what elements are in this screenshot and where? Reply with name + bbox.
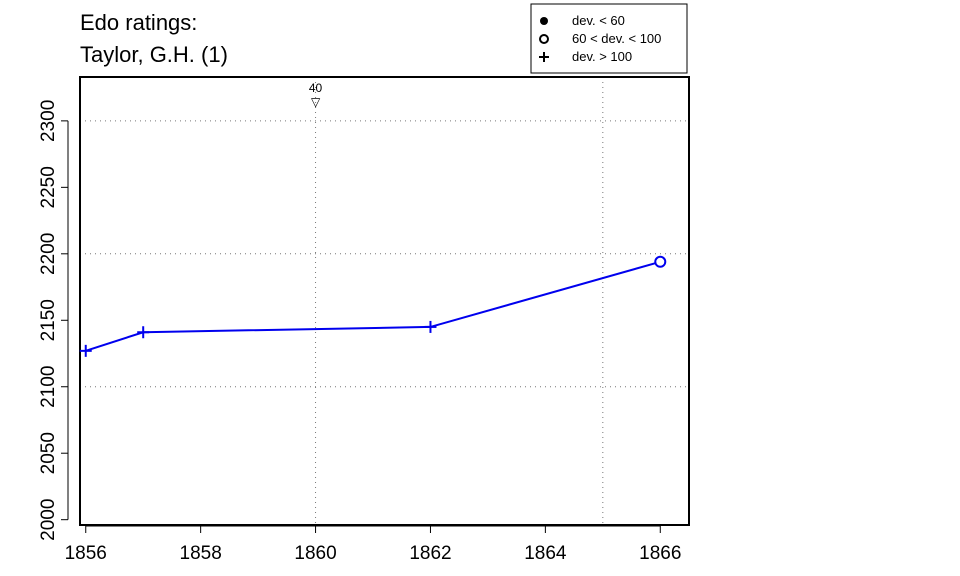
legend-box — [530, 3, 688, 74]
series — [79, 255, 667, 357]
x-tick-label: 1860 — [294, 543, 336, 564]
x-tick-label: 1866 — [639, 543, 681, 564]
data-point-plus — [79, 344, 92, 357]
plot-frame — [79, 76, 690, 526]
y-tick-label: 2100 — [38, 366, 59, 408]
grid — [80, 77, 689, 525]
legend-marker-plus — [539, 52, 549, 62]
data-point-plus — [424, 320, 437, 333]
y-tick-label: 2000 — [38, 499, 59, 541]
annotation-label: 40 — [309, 81, 323, 95]
x-tick-label: 1856 — [65, 543, 107, 564]
y-tick-label: 2250 — [38, 166, 59, 208]
y-tick-label: 2150 — [38, 299, 59, 341]
legend-marker-circle — [539, 34, 549, 44]
y-tick-label: 2050 — [38, 432, 59, 474]
x-tick-label: 1864 — [524, 543, 567, 564]
x-tick-label: 1858 — [180, 543, 222, 564]
data-point-plus — [137, 326, 150, 339]
y-tick-label: 2200 — [38, 233, 59, 275]
x-tick-label: 1862 — [409, 543, 451, 564]
data-point-circle — [654, 255, 667, 268]
y-tick-label: 2300 — [38, 100, 59, 142]
legend-label: dev. > 100 — [572, 49, 632, 64]
legend-label: 60 < dev. < 100 — [572, 31, 661, 46]
annotations: 40▽ — [309, 81, 323, 109]
legend: dev. < 60 60 < dev. < 100 dev. > 100 — [530, 3, 688, 74]
axes: 2000 2050 2100 2150 2200 2250 2300 1856 1858 1860… — [38, 100, 681, 564]
chart-title-line-1: Edo ratings: — [80, 10, 197, 35]
legend-marker-dot — [540, 17, 548, 25]
series-line — [85, 260, 661, 352]
legend-label: dev. < 60 — [572, 13, 625, 28]
chart-title-line-2: Taylor, G.H. (1) — [80, 42, 228, 67]
annotation-triangle-icon: ▽ — [311, 95, 321, 109]
